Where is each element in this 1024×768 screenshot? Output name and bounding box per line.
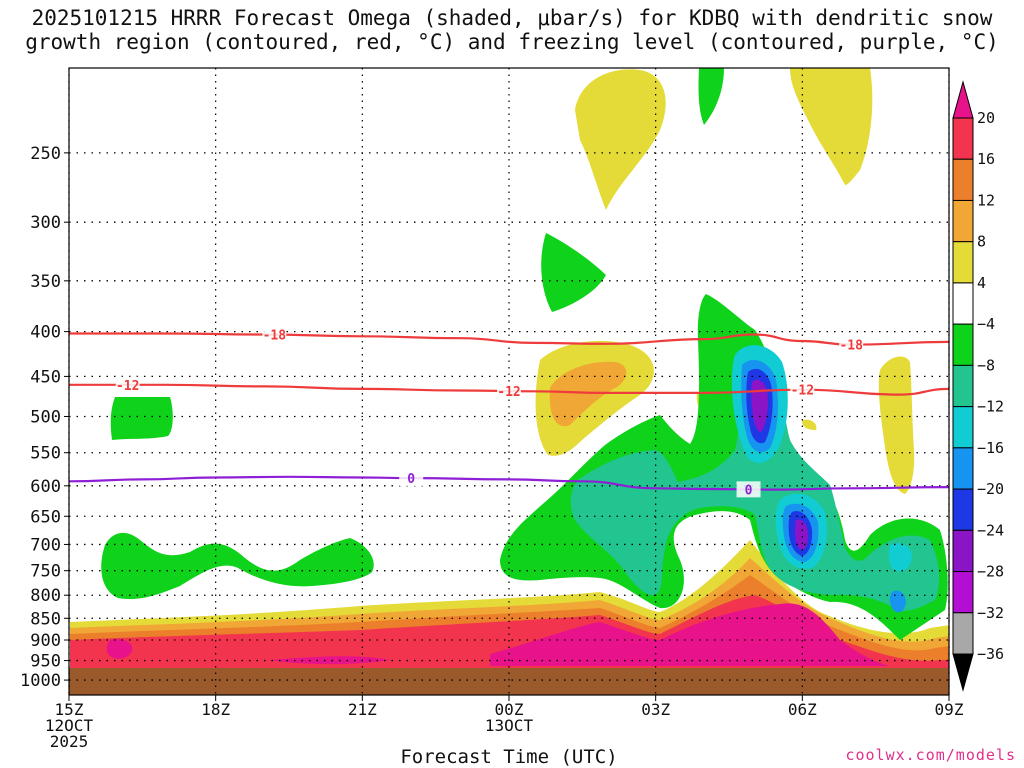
omega-green-upper-1 xyxy=(698,68,724,125)
colorbar-bin-8 xyxy=(952,406,974,449)
contour-label-bg-0 xyxy=(399,470,424,487)
omega-purple-core xyxy=(751,379,808,550)
pressure-tick-label-450: 450 xyxy=(30,367,61,387)
contour-label-0: 0 xyxy=(745,483,753,498)
omega-blob-small-yellow-2 xyxy=(802,419,817,430)
colorbar-label: 4 xyxy=(977,274,986,292)
time-tick-label-2025: 2025 xyxy=(50,732,89,751)
omega-band-magenta xyxy=(106,603,891,666)
pressure-tick-label-550: 550 xyxy=(30,444,61,464)
omega-colorbar: 20 16 12 8 4 −4 −8 −12 −16 −20 −24 −28 −32 −36 xyxy=(952,80,1004,692)
pressure-tick-label-950: 950 xyxy=(30,652,61,672)
ground-below-surface xyxy=(69,668,949,695)
omega-green-left-2 xyxy=(101,532,374,600)
time-tick-label-15Z: 15Z xyxy=(55,700,84,719)
time-tick-label-06Z: 06Z xyxy=(788,700,817,719)
pressure-tick-label-900: 900 xyxy=(30,631,61,651)
time-tick-label-18Z: 18Z xyxy=(201,700,230,719)
time-tick-label-03Z: 03Z xyxy=(641,700,670,719)
chart-title: 2025101215 HRRR Forecast Omega (shaded, … xyxy=(0,6,1024,54)
title-line-2: growth region (contoured, red, °C) and f… xyxy=(25,30,999,54)
contour-line--12 xyxy=(69,383,950,396)
colorbar-label: −24 xyxy=(977,521,1004,539)
colorbar-label: 8 xyxy=(977,233,986,251)
contour-label--12: -12 xyxy=(791,384,814,399)
omega-green-upper-2 xyxy=(541,233,606,312)
pressure-tick-label-600: 600 xyxy=(30,477,61,497)
colorbar-bin-5 xyxy=(952,282,974,325)
colorbar-bottom-triangle xyxy=(952,653,974,692)
pressure-tick-label-700: 700 xyxy=(30,535,61,555)
contour-label-bg--12 xyxy=(790,381,815,398)
colorbar-label: −20 xyxy=(977,480,1004,498)
omega-blob-right-yellow xyxy=(878,356,915,494)
title-line-1: 2025101215 HRRR Forecast Omega (shaded, … xyxy=(31,6,993,30)
pressure-tick-label-500: 500 xyxy=(30,407,61,427)
colorbar-bin-2 xyxy=(952,158,974,201)
colorbar-bin-1 xyxy=(952,117,974,160)
pressure-tick-label-750: 750 xyxy=(30,562,61,582)
pressure-tick-label-250: 250 xyxy=(30,144,61,164)
colorbar-label: −36 xyxy=(977,645,1004,663)
colorbar-bin-4 xyxy=(952,241,974,284)
time-tick-label-09Z: 09Z xyxy=(935,700,964,719)
time-tick-label-12OCT: 12OCT xyxy=(45,716,94,735)
colorbar-bin-10 xyxy=(952,488,974,531)
time-tick-label-00Z: 00Z xyxy=(495,700,524,719)
omega-blob-mid-gold xyxy=(549,361,627,427)
colorbar-label: −8 xyxy=(977,356,995,374)
contour-label-bg--18 xyxy=(262,326,287,343)
time-tick-label-13OCT: 13OCT xyxy=(485,716,534,735)
contour-label-bg--18 xyxy=(839,336,864,353)
contour-label--12: -12 xyxy=(497,385,520,400)
colorbar-label: −28 xyxy=(977,563,1004,581)
pressure-tick-label-800: 800 xyxy=(30,586,61,606)
colorbar-label: −4 xyxy=(977,315,995,333)
colorbar-label: −32 xyxy=(977,604,1004,622)
colorbar-bin-9 xyxy=(952,447,974,490)
colorbar-bin-11 xyxy=(952,529,974,573)
temperature-contours: -18 -18 -12 -12 -12 0 0 xyxy=(68,326,950,498)
time-tick-label-21Z: 21Z xyxy=(348,700,377,719)
colorbar-top-triangle xyxy=(952,80,974,119)
contour-line--18 xyxy=(68,332,950,346)
x-axis-title: Forecast Time (UTC) xyxy=(400,746,617,768)
contour-label-bg-0 xyxy=(736,481,761,498)
contour-label--12: -12 xyxy=(116,379,139,394)
pressure-tick-label-400: 400 xyxy=(30,323,61,343)
colorbar-bin-12 xyxy=(952,571,974,614)
pressure-tick-label-650: 650 xyxy=(30,507,61,527)
colorbar-bin-13 xyxy=(952,612,974,655)
omega-green-left-1 xyxy=(110,397,173,440)
contour-label-bg--12 xyxy=(115,376,140,393)
contour-label--18: -18 xyxy=(263,329,287,344)
contour-line-0 xyxy=(68,475,950,491)
omega-blob-upper-yellow-1 xyxy=(575,69,666,210)
pressure-tick-label-1000: 1000 xyxy=(20,671,61,691)
shaded-omega-field xyxy=(69,68,949,695)
colorbar-label: 12 xyxy=(977,191,995,209)
contour-label-0: 0 xyxy=(407,472,415,487)
colorbar-label: 20 xyxy=(977,109,995,127)
colorbar-label: 16 xyxy=(977,150,995,168)
colorbar-bin-6 xyxy=(952,323,974,366)
pressure-axis: 2503003504004505005506006507007508008509… xyxy=(20,144,69,691)
colorbar-label: −12 xyxy=(977,398,1004,416)
pressure-tick-label-300: 300 xyxy=(30,213,61,233)
contour-label--18: -18 xyxy=(839,339,863,354)
colorbar-bin-7 xyxy=(952,364,974,408)
omega-blob-upper-yellow-2 xyxy=(790,68,873,185)
colorbar-bin-3 xyxy=(952,199,974,243)
contour-label-bg--12 xyxy=(497,383,521,400)
pressure-tick-label-850: 850 xyxy=(30,609,61,629)
colorbar-label: −16 xyxy=(977,439,1004,457)
pressure-tick-label-350: 350 xyxy=(30,272,61,292)
credit-text: coolwx.com/models xyxy=(845,746,1016,764)
